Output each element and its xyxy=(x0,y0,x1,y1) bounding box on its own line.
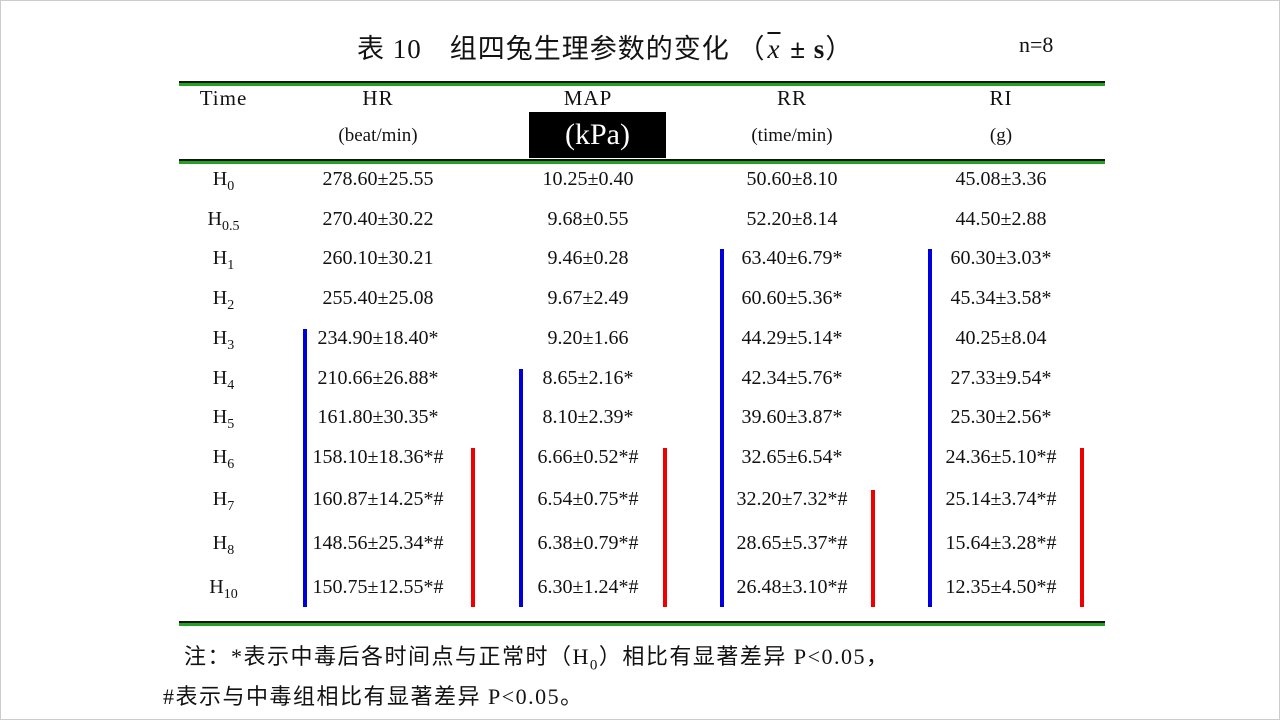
cell-rr: 63.40±6.79* xyxy=(741,247,843,269)
cell-map: 9.68±0.55 xyxy=(547,208,629,230)
formula-xbar: x xyxy=(767,34,781,64)
row-label: H4 xyxy=(212,367,235,393)
cell-hr: 160.87±14.25*# xyxy=(312,488,444,510)
row-label: H7 xyxy=(212,488,235,514)
cell-ri: 45.34±3.58* xyxy=(950,287,1052,309)
cell-hr: 260.10±30.21 xyxy=(322,247,434,269)
formula-plus-minus-s: ± s xyxy=(790,34,826,64)
formula-open: （ xyxy=(737,34,766,64)
footnote-line-2: #表示与中毒组相比有显著差异 P<0.05。 xyxy=(163,684,584,709)
cell-rr: 32.20±7.32*# xyxy=(736,488,848,510)
cell-rr: 52.20±8.14 xyxy=(746,208,838,230)
sig-line-hr-blue xyxy=(303,329,307,607)
cell-ri: 24.36±5.10*# xyxy=(945,446,1057,468)
unit-ri: (g) xyxy=(989,125,1013,146)
cell-map: 10.25±0.40 xyxy=(542,168,634,190)
cell-rr: 60.60±5.36* xyxy=(741,287,843,309)
cell-ri: 15.64±3.28*# xyxy=(945,532,1057,554)
cell-rr: 50.60±8.10 xyxy=(746,168,838,190)
table-rule-top xyxy=(179,81,1105,86)
cell-map: 6.38±0.79*# xyxy=(537,532,639,554)
sample-size-label: n=8 xyxy=(1019,32,1054,57)
column-header-rr: RR xyxy=(776,86,807,110)
row-label: H0.5 xyxy=(207,208,240,234)
cell-hr: 158.10±18.36*# xyxy=(312,446,444,468)
cell-rr: 32.65±6.54* xyxy=(741,446,843,468)
cell-rr: 26.48±3.10*# xyxy=(736,576,848,598)
cell-map: 6.66±0.52*# xyxy=(537,446,639,468)
column-header-ri: RI xyxy=(989,86,1013,110)
footnote-1-post: ）相比有显著差异 P<0.05， xyxy=(598,644,890,669)
cell-ri: 44.50±2.88 xyxy=(955,208,1047,230)
row-label: H0 xyxy=(212,168,235,194)
row-label: H8 xyxy=(212,532,235,558)
column-header-hr: HR xyxy=(362,86,394,110)
cell-rr: 42.34±5.76* xyxy=(741,367,843,389)
cell-rr: 28.65±5.37*# xyxy=(736,532,848,554)
column-header-map: MAP xyxy=(563,86,613,110)
cell-map: 6.30±1.24*# xyxy=(537,576,639,598)
row-label: H5 xyxy=(212,406,235,432)
cell-ri: 45.08±3.36 xyxy=(955,168,1047,190)
cell-rr: 44.29±5.14* xyxy=(741,327,843,349)
sig-line-rr-red xyxy=(871,490,875,607)
sig-line-rr-blue xyxy=(720,249,724,607)
cell-map: 9.20±1.66 xyxy=(547,327,629,349)
row-label: H3 xyxy=(212,327,235,353)
unit-hr: (beat/min) xyxy=(338,125,418,146)
table-title: 表 10 组四兔生理参数的变化 （x ± s） xyxy=(357,27,853,66)
cell-hr: 150.75±12.55*# xyxy=(312,576,444,598)
cell-hr: 148.56±25.34*# xyxy=(312,532,444,554)
cell-ri: 27.33±9.54* xyxy=(950,367,1052,389)
table-rule-bottom xyxy=(179,621,1105,626)
footnote-line-1: 注：*表示中毒后各时间点与正常时（H0）相比有显著差异 P<0.05， xyxy=(184,639,890,674)
cell-hr: 234.90±18.40* xyxy=(317,327,439,349)
cell-hr: 255.40±25.08 xyxy=(322,287,434,309)
sig-line-ri-red xyxy=(1080,448,1084,607)
unit-highlight-map: (kPa) xyxy=(529,112,666,158)
table-title-text: 表 10 组四兔生理参数的变化 xyxy=(357,34,730,64)
footnote-1-pre: 注：*表示中毒后各时间点与正常时（H xyxy=(184,644,590,669)
column-header-time: Time xyxy=(199,86,248,110)
cell-map: 8.65±2.16* xyxy=(542,367,634,389)
sig-line-map-red xyxy=(663,448,667,607)
cell-rr: 39.60±3.87* xyxy=(741,406,843,428)
cell-hr: 270.40±30.22 xyxy=(322,208,434,230)
cell-ri: 25.14±3.74*# xyxy=(945,488,1057,510)
cell-ri: 25.30±2.56* xyxy=(950,406,1052,428)
cell-hr: 210.66±26.88* xyxy=(317,367,439,389)
table-rule-header xyxy=(179,159,1105,164)
cell-map: 9.67±2.49 xyxy=(547,287,629,309)
row-label: H2 xyxy=(212,287,235,313)
cell-hr: 161.80±30.35* xyxy=(317,406,439,428)
row-label: H1 xyxy=(212,247,235,273)
cell-ri: 12.35±4.50*# xyxy=(945,576,1057,598)
footnote-1-sub: 0 xyxy=(589,657,599,674)
unit-rr: (time/min) xyxy=(751,125,833,146)
sig-line-hr-red xyxy=(471,448,475,607)
row-label: H6 xyxy=(212,446,235,472)
cell-ri: 40.25±8.04 xyxy=(955,327,1047,349)
row-label: H10 xyxy=(209,576,238,602)
cell-hr: 278.60±25.55 xyxy=(322,168,434,190)
cell-map: 9.46±0.28 xyxy=(547,247,629,269)
sig-line-map-blue xyxy=(519,369,523,607)
cell-map: 8.10±2.39* xyxy=(542,406,634,428)
formula-close: ） xyxy=(825,34,854,64)
cell-ri: 60.30±3.03* xyxy=(950,247,1052,269)
sig-line-ri-blue xyxy=(928,249,932,607)
cell-map: 6.54±0.75*# xyxy=(537,488,639,510)
